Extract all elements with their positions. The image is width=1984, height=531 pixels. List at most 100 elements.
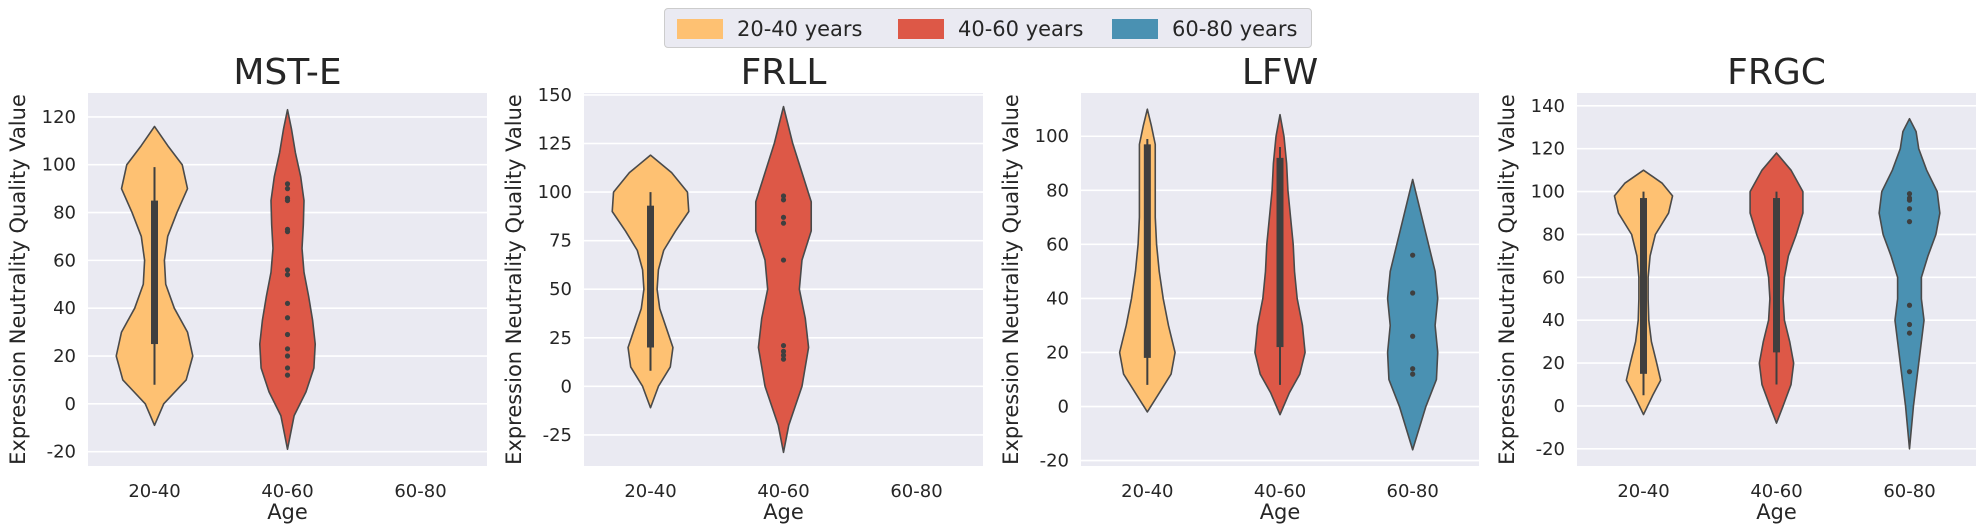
frll-ytick-label: 125 bbox=[538, 134, 572, 155]
frgc-point-60-80 bbox=[1906, 206, 1913, 212]
mst-e-ytick-label: 120 bbox=[42, 107, 76, 128]
mst-e-xtick-label: 20-40 bbox=[128, 481, 180, 502]
frgc-ytick-label: 40 bbox=[1542, 310, 1565, 331]
mst-e-point-40-60 bbox=[284, 272, 291, 278]
frgc-ytick-label: -20 bbox=[1536, 439, 1565, 460]
frll-ytick-label: 0 bbox=[561, 376, 572, 397]
mst-e-point-40-60 bbox=[284, 353, 291, 359]
lfw-ytick-label: 40 bbox=[1046, 288, 1069, 309]
lfw-xtick-label: 60-80 bbox=[1387, 481, 1439, 502]
mst-e-ytick-label: 80 bbox=[53, 203, 76, 224]
frll-point-40-60 bbox=[780, 220, 787, 226]
legend-label-40-60: 40-60 years bbox=[958, 17, 1084, 41]
legend-swatch-20-40 bbox=[677, 19, 723, 39]
mst-e-point-40-60 bbox=[284, 186, 291, 192]
frll-ytick-label: 25 bbox=[549, 328, 572, 349]
lfw-xtick-label: 20-40 bbox=[1121, 481, 1173, 502]
lfw-point-60-80 bbox=[1410, 371, 1416, 377]
lfw-box-20-40 bbox=[1143, 144, 1151, 358]
mst-e-ytick-label: 0 bbox=[65, 394, 76, 415]
mst-e-point-40-60 bbox=[284, 197, 291, 204]
frgc-box-20-40 bbox=[1640, 198, 1647, 374]
lfw-violin-60-80 bbox=[1386, 178, 1439, 451]
frgc-ytick-label: 100 bbox=[1531, 182, 1565, 203]
frgc-point-60-80 bbox=[1906, 197, 1913, 203]
mst-e-point-40-60 bbox=[284, 346, 291, 352]
frll-point-40-60 bbox=[780, 348, 787, 354]
frll-point-40-60 bbox=[780, 356, 787, 362]
frll-xtick-label: 40-60 bbox=[757, 481, 809, 502]
frgc-ytick-label: 140 bbox=[1531, 96, 1565, 117]
mst-e-point-40-60 bbox=[284, 300, 291, 307]
frgc-point-60-80 bbox=[1906, 191, 1913, 197]
lfw-xlabel: Age bbox=[1260, 500, 1301, 524]
legend-label-60-80: 60-80 years bbox=[1172, 17, 1298, 41]
frgc-point-60-80 bbox=[1906, 321, 1913, 328]
frll-violin-40-60 bbox=[754, 105, 813, 454]
legend-item-60-80: 60-80 years bbox=[1112, 16, 1298, 42]
legend-swatch-60-80 bbox=[1112, 19, 1158, 39]
mst-e-point-40-60 bbox=[284, 315, 291, 321]
frgc-point-60-80 bbox=[1906, 219, 1913, 225]
frgc-ytick-label: 20 bbox=[1542, 353, 1565, 374]
frll-title: FRLL bbox=[741, 52, 827, 93]
mst-e-point-40-60 bbox=[284, 365, 291, 371]
lfw-box-40-60 bbox=[1276, 157, 1284, 348]
legend: 20-40 years 40-60 years 60-80 years bbox=[664, 8, 1312, 48]
lfw-point-60-80 bbox=[1410, 333, 1416, 339]
mst-e-ylabel: Expression Neutrality Quality Value bbox=[6, 94, 30, 465]
frll-point-40-60 bbox=[780, 342, 787, 349]
mst-e-xtick-label: 60-80 bbox=[394, 481, 446, 502]
frll-xlabel: Age bbox=[763, 500, 804, 524]
mst-e-violin-40-60 bbox=[258, 108, 317, 451]
lfw-xtick-label: 40-60 bbox=[1254, 481, 1306, 502]
frll-ytick-label: 100 bbox=[538, 182, 572, 203]
frgc-point-60-80 bbox=[1906, 330, 1913, 336]
lfw-ylabel: Expression Neutrality Quality Value bbox=[999, 94, 1023, 465]
mst-e-xtick-label: 40-60 bbox=[261, 481, 313, 502]
frgc-ylabel: Expression Neutrality Quality Value bbox=[1495, 94, 1519, 465]
legend-label-20-40: 20-40 years bbox=[737, 17, 863, 41]
lfw-title: LFW bbox=[1242, 52, 1318, 93]
frgc-ytick-label: 60 bbox=[1542, 267, 1565, 288]
mst-e-ytick-label: 20 bbox=[53, 346, 76, 367]
lfw-ytick-label: 60 bbox=[1046, 234, 1069, 255]
frll-ytick-label: 50 bbox=[549, 279, 572, 300]
frll-ytick-label: 150 bbox=[538, 85, 572, 106]
lfw-point-60-80 bbox=[1410, 290, 1416, 296]
frgc-ytick-label: 0 bbox=[1554, 396, 1565, 417]
frll-ylabel: Expression Neutrality Quality Value bbox=[502, 94, 526, 465]
mst-e-point-40-60 bbox=[284, 331, 291, 338]
lfw-ytick-label: 20 bbox=[1046, 342, 1069, 363]
mst-e-ytick-label: 40 bbox=[53, 298, 76, 319]
mst-e-ytick-label: -20 bbox=[47, 442, 76, 463]
frgc-violin-60-80 bbox=[1878, 117, 1941, 450]
frgc-box-40-60 bbox=[1773, 198, 1780, 353]
mst-e-title: MST-E bbox=[233, 52, 341, 93]
mst-e-ytick-label: 60 bbox=[53, 250, 76, 271]
frgc-xlabel: Age bbox=[1756, 500, 1797, 524]
frll-ytick-label: -25 bbox=[543, 425, 572, 446]
frll-box-20-40 bbox=[647, 205, 654, 348]
legend-swatch-40-60 bbox=[898, 19, 944, 39]
legend-item-20-40: 20-40 years bbox=[677, 16, 863, 42]
frll-point-40-60 bbox=[780, 257, 787, 263]
mst-e-point-40-60 bbox=[284, 372, 291, 378]
lfw-ytick-label: 100 bbox=[1035, 126, 1069, 147]
frll-point-40-60 bbox=[780, 352, 787, 358]
frll-point-40-60 bbox=[780, 193, 787, 199]
frgc-ytick-label: 80 bbox=[1542, 224, 1565, 245]
frgc-point-60-80 bbox=[1906, 302, 1913, 308]
lfw-ytick-label: 0 bbox=[1058, 397, 1069, 418]
frgc-point-60-80 bbox=[1906, 369, 1913, 375]
frll-point-40-60 bbox=[780, 197, 787, 203]
frgc-xtick-label: 40-60 bbox=[1750, 481, 1802, 502]
frll-xtick-label: 20-40 bbox=[624, 481, 676, 502]
frgc-title: FRGC bbox=[1727, 52, 1826, 93]
legend-item-40-60: 40-60 years bbox=[898, 16, 1084, 42]
mst-e-xlabel: Age bbox=[267, 500, 308, 524]
lfw-point-60-80 bbox=[1410, 366, 1416, 372]
mst-e-point-40-60 bbox=[284, 267, 291, 273]
lfw-point-60-80 bbox=[1410, 252, 1416, 258]
